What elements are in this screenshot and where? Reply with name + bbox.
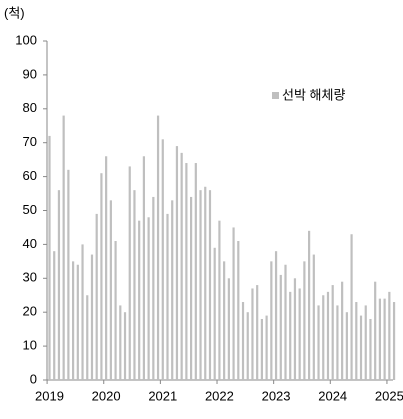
bar: [138, 220, 141, 380]
x-tick-label: 2019: [35, 388, 64, 403]
bar: [232, 227, 235, 380]
bar: [171, 200, 174, 380]
bar: [90, 254, 94, 380]
bar: [374, 281, 377, 380]
bar: [355, 302, 358, 380]
bar: [53, 251, 56, 380]
bar: [392, 302, 396, 380]
bar: [341, 281, 344, 380]
y-tick-label: 80: [23, 100, 37, 115]
bar: [289, 291, 292, 380]
bar: [156, 115, 160, 380]
y-axis-label: (척): [4, 5, 25, 20]
bar: [62, 115, 65, 380]
bar: [133, 190, 136, 380]
bar: [312, 254, 315, 380]
bar: [388, 291, 391, 380]
bar: [95, 213, 98, 380]
bar: [359, 315, 363, 380]
x-tick-label: 2025: [375, 388, 403, 403]
bar: [265, 315, 268, 380]
y-tick-label: 60: [23, 168, 37, 183]
bar: [166, 213, 169, 380]
bar: [270, 261, 273, 380]
bar: [208, 190, 212, 380]
bar: [105, 156, 108, 380]
bar: [185, 163, 188, 380]
x-tick-label: 2022: [205, 388, 234, 403]
bar: [331, 285, 334, 380]
bar: [308, 230, 311, 380]
bar: [147, 217, 150, 380]
bar: [123, 312, 127, 380]
bar: [256, 285, 259, 380]
bar: [218, 220, 221, 380]
bar: [350, 234, 353, 380]
bar: [274, 251, 278, 380]
bar: [303, 261, 306, 380]
bar: [81, 244, 84, 380]
bar: [378, 298, 381, 380]
bar: [204, 186, 207, 380]
bar: [293, 278, 297, 380]
bar: [336, 305, 339, 380]
bar: [161, 139, 164, 380]
y-tick-label: 10: [23, 338, 37, 353]
bar: [175, 146, 179, 380]
x-tick-label: 2023: [262, 388, 291, 403]
bar: [199, 190, 202, 380]
bar: [114, 241, 117, 380]
bar: [180, 152, 183, 380]
legend-label: 선박 해체량: [282, 87, 345, 102]
bar: [152, 196, 155, 380]
bar: [322, 295, 325, 380]
bar: [67, 169, 70, 380]
bar: [317, 305, 320, 380]
bar: [86, 295, 89, 380]
y-tick-label: 70: [23, 134, 37, 149]
bar: [72, 261, 75, 380]
legend-swatch: [272, 92, 279, 99]
bar: [142, 156, 145, 380]
bar: [119, 305, 122, 380]
y-tick-label: 0: [30, 371, 37, 386]
bar: [76, 264, 79, 380]
bar: [251, 288, 254, 380]
bar: [241, 302, 245, 380]
bar: [237, 241, 240, 380]
x-tick-label: 2020: [92, 388, 121, 403]
y-tick-label: 100: [15, 32, 37, 47]
y-tick-label: 90: [23, 66, 37, 81]
bar: [383, 298, 386, 380]
x-tick-label: 2021: [148, 388, 177, 403]
bar: [190, 196, 193, 380]
y-tick-label: 50: [23, 202, 37, 217]
bar: [223, 261, 226, 380]
bar: [260, 318, 263, 380]
bar: [364, 305, 367, 380]
y-tick-label: 20: [23, 304, 37, 319]
bar: [284, 264, 287, 380]
bar: [326, 291, 330, 380]
bar: [100, 173, 103, 380]
bar: [227, 278, 230, 380]
bar: [279, 274, 282, 380]
bar: [128, 166, 131, 380]
bar: [213, 247, 216, 380]
bar: [369, 318, 372, 380]
bar: [109, 200, 112, 380]
y-tick-label: 30: [23, 270, 37, 285]
x-tick-label: 2024: [318, 388, 347, 403]
bar: [194, 163, 197, 380]
bar: [345, 312, 348, 380]
y-tick-label: 40: [23, 236, 37, 251]
bar: [298, 288, 301, 380]
bar: [48, 135, 51, 380]
bar: [57, 190, 61, 380]
bar: [246, 312, 249, 380]
